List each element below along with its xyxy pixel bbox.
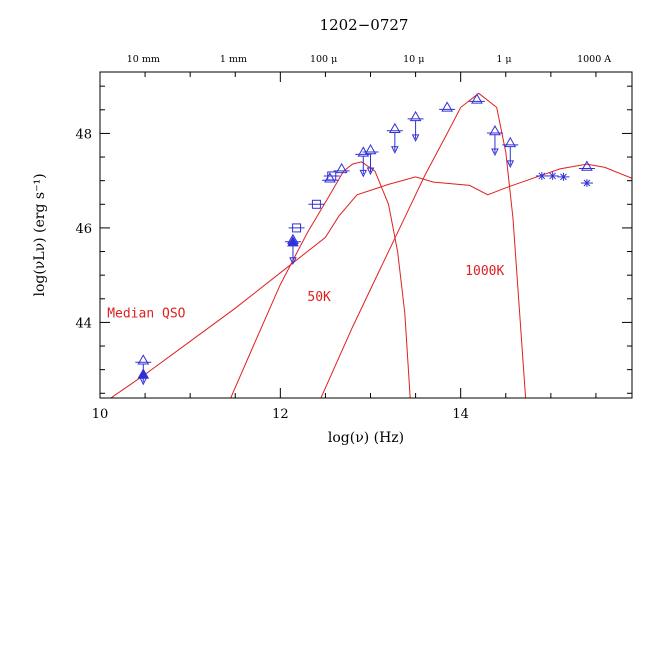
open-triangle-marker: [388, 122, 401, 133]
y-tick-label: 44: [75, 316, 92, 331]
model-curve-2: [230, 161, 411, 398]
upper-limit-arrowhead: [366, 167, 375, 176]
open-triangle-marker: [287, 233, 299, 244]
top-wavelength-labels: 10 mm 1 mm 100 μ 10 μ 1 μ 1000 A: [127, 54, 612, 65]
data-point: [580, 179, 593, 188]
data-point: [557, 172, 570, 181]
data-point: [578, 160, 595, 171]
curve-annotation-3: 1000K: [465, 264, 504, 279]
top-axis-label: 1000 A: [577, 54, 611, 65]
open-triangle-marker: [581, 160, 593, 171]
model-curve-1: [110, 163, 632, 398]
data-point: [502, 136, 519, 168]
model-curve-3: [320, 92, 527, 398]
curve-annotation-1: Median QSO: [107, 307, 185, 322]
y-axis-label: log(νLν) (erg s⁻¹): [32, 173, 48, 296]
data-point: [323, 171, 340, 181]
curve-annotation-2: 50K: [307, 290, 331, 305]
data-point: [468, 93, 485, 104]
data-point: [386, 122, 403, 154]
data-point: [288, 223, 305, 233]
upper-limit-arrowhead: [391, 146, 399, 154]
data-point: [284, 233, 301, 265]
model-curves: [110, 92, 632, 398]
cross-marker: [538, 172, 546, 180]
y-tick-label: 48: [75, 127, 92, 142]
data-point: [362, 143, 379, 176]
x-tick-label: 12: [272, 407, 289, 422]
top-axis-label: 1 mm: [220, 54, 247, 65]
upper-limit-arrowhead: [289, 257, 297, 265]
open-triangle-marker: [137, 354, 150, 365]
open-triangle-marker: [441, 101, 454, 112]
data-point: [546, 171, 559, 180]
data-point: [308, 199, 325, 209]
open-triangle-marker: [409, 110, 422, 122]
cross-marker: [549, 172, 557, 180]
open-triangle-marker: [335, 162, 348, 174]
upper-limit-arrowhead: [359, 169, 368, 178]
top-axis-label: 10 mm: [127, 54, 160, 65]
data-markers: [135, 93, 595, 386]
data-point: [135, 354, 152, 386]
top-axis-label: 100 μ: [310, 54, 337, 65]
open-triangle-marker: [489, 125, 501, 136]
data-point: [439, 101, 456, 112]
open-triangle-marker: [471, 93, 483, 104]
x-tick-label: 14: [452, 407, 469, 422]
x-axis-label: log(ν) (Hz): [328, 430, 404, 446]
upper-limit-arrowhead: [411, 134, 420, 143]
top-axis-label: 1 μ: [496, 54, 511, 65]
data-point: [333, 162, 350, 174]
plot-frame: [99, 71, 633, 399]
y-tick-label: 46: [75, 222, 92, 237]
upper-limit-arrowhead: [491, 148, 499, 157]
data-point: [407, 110, 424, 143]
open-triangle-marker: [364, 143, 377, 155]
open-triangle-marker: [504, 136, 517, 148]
data-point: [486, 125, 503, 157]
top-axis-label: 10 μ: [403, 54, 424, 65]
chart-title: 1202−0727: [320, 16, 409, 34]
upper-limit-arrowhead: [506, 160, 515, 168]
plot-area: Median QSO 50K 1000K: [107, 92, 632, 398]
axis-ticks: 10 12 14 44 46 48: [75, 72, 632, 422]
cross-marker: [560, 173, 567, 181]
cross-marker: [583, 179, 591, 187]
x-tick-label: 10: [92, 407, 109, 422]
upper-limit-arrowhead: [139, 377, 148, 386]
data-point: [535, 171, 548, 180]
